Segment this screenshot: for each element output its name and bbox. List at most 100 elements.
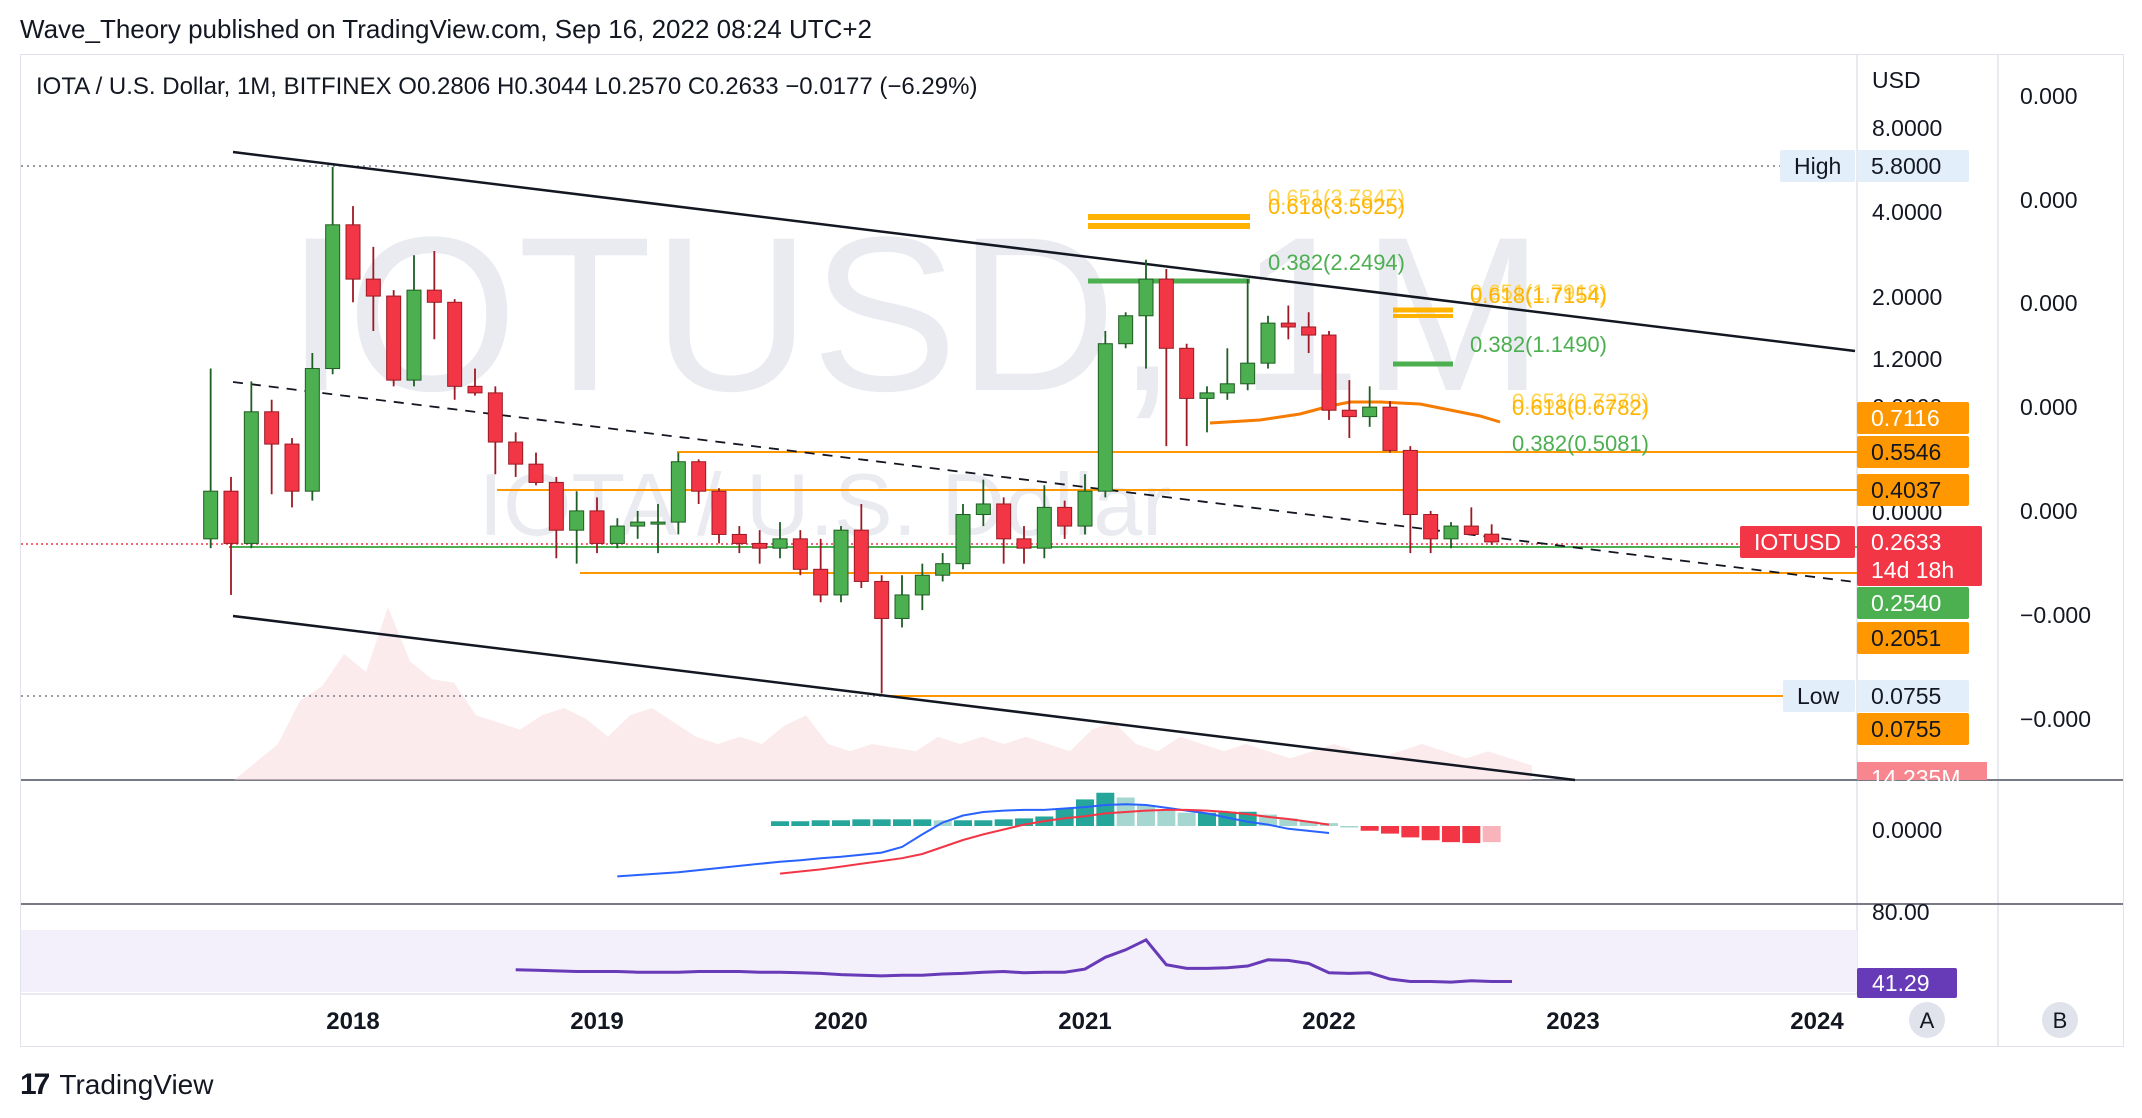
level-badge-bg — [1857, 622, 1969, 654]
volume-badge: 14.235M — [1871, 765, 1961, 791]
candle — [426, 251, 442, 340]
candle — [935, 553, 951, 582]
candle-body — [1057, 506, 1073, 527]
candle — [345, 206, 361, 303]
macd-histogram-bar — [771, 821, 789, 826]
footer[interactable]: 17 TradingView — [20, 1068, 213, 1102]
candle — [508, 432, 524, 477]
level-badge: 0.2540 — [1871, 590, 1941, 616]
fib-label-low-382: 0.382(0.5081) — [1512, 431, 1649, 456]
candle — [752, 530, 768, 564]
candle-body — [365, 278, 381, 297]
symbol-line: IOTA / U.S. Dollar, 1M, BITFINEX O0.2806… — [36, 73, 977, 100]
candle-body — [1036, 506, 1052, 549]
macd-axis-label: 0.0000 — [1872, 817, 1942, 843]
candle — [1057, 500, 1073, 539]
time-axis-label: 2024 — [1790, 1008, 1844, 1035]
candle — [467, 368, 483, 396]
level-badge: 0.4037 — [1871, 477, 1941, 503]
candle-body — [650, 521, 666, 525]
price-axis-label: 8.0000 — [1872, 115, 1942, 141]
ohlc-low: L0.2570 — [588, 73, 681, 100]
price-axis-currency: USD — [1872, 67, 1921, 93]
candle-body — [1016, 538, 1032, 549]
candle — [772, 522, 788, 559]
fib-label-upper-382: 0.382(2.2494) — [1268, 250, 1405, 275]
candle-body — [914, 574, 930, 596]
current-price-countdown: 14d 18h — [1871, 557, 1954, 583]
candle-body — [1463, 525, 1479, 535]
time-axis-label: 2019 — [570, 1008, 623, 1035]
candle — [1301, 312, 1317, 354]
candle — [264, 399, 280, 495]
macd-histogram-bar — [1482, 826, 1501, 843]
ohlc-change: −0.0177 (−6.29%) — [779, 73, 978, 100]
candle — [1402, 446, 1418, 554]
chart-frame[interactable] — [20, 54, 2124, 1047]
candle — [1443, 522, 1459, 549]
current-price-value: 0.2633 — [1871, 529, 1941, 555]
candle — [284, 438, 300, 508]
fib-label-low-651: 0.651(0.7278) — [1512, 389, 1649, 414]
secondary-axis-label: 0.000 — [2020, 498, 2078, 524]
candle-body — [670, 461, 686, 523]
candle-body — [1484, 533, 1500, 543]
moving-average-line — [1209, 400, 1501, 425]
candle — [1077, 474, 1093, 535]
channel-lower-trendline — [232, 614, 1576, 782]
candle — [609, 518, 625, 549]
candle — [650, 503, 666, 554]
fib-label-mid-382: 0.382(1.1490) — [1470, 332, 1607, 357]
candle-body — [1097, 343, 1113, 492]
auto-scale-label: A — [1920, 1008, 1935, 1033]
candle-body — [1301, 326, 1317, 336]
candle — [1158, 269, 1174, 447]
candle-body — [1219, 383, 1235, 394]
candle-body — [589, 510, 605, 544]
candle — [1240, 279, 1256, 391]
candle — [1036, 485, 1052, 559]
price-axis-label: 4.0000 — [1872, 199, 1942, 225]
candle — [1179, 343, 1195, 447]
level-badge-bg — [1857, 474, 1969, 506]
channel-mid-trendline — [232, 381, 1856, 583]
high-label-bg — [1780, 150, 1855, 182]
auto-scale-button[interactable] — [1909, 1002, 1945, 1038]
candle-body — [386, 295, 402, 381]
candle-body — [223, 490, 239, 544]
candle — [1423, 510, 1439, 554]
macd-histogram-bar — [852, 819, 871, 826]
candle-body — [1362, 406, 1378, 418]
time-axis-label: 2021 — [1058, 1008, 1111, 1035]
log-scale-button[interactable] — [2042, 1002, 2078, 1038]
candle-body — [1382, 406, 1398, 451]
candle — [914, 563, 930, 611]
candle — [1219, 348, 1235, 400]
candle-body — [731, 533, 747, 544]
fib-label-mid-618: 0.618(1.7154) — [1470, 283, 1607, 308]
candle-body — [772, 538, 788, 549]
log-scale-label: B — [2053, 1008, 2068, 1033]
macd-histogram-bar — [1462, 826, 1481, 844]
current-ticker-badge-bg — [1740, 526, 1855, 558]
price-axis-label: 1.2000 — [1872, 346, 1942, 372]
macd-histogram-bar — [1198, 812, 1216, 826]
candle — [223, 476, 239, 595]
candle — [548, 476, 564, 559]
candle — [589, 497, 605, 554]
candle — [1138, 259, 1154, 369]
macd-histogram-bar — [1259, 814, 1277, 826]
price-axis-label: 2.0000 — [1872, 284, 1942, 310]
candle-body — [975, 503, 991, 516]
macd-histogram-bar — [1340, 826, 1359, 828]
candle-body — [487, 392, 503, 443]
macd-histogram-bar — [893, 819, 911, 826]
candle — [1118, 312, 1134, 349]
candle-body — [345, 224, 361, 280]
candle — [1097, 330, 1113, 498]
candle — [1016, 526, 1032, 564]
candle-body — [935, 563, 951, 576]
channel-upper-trendline — [232, 150, 1856, 353]
candle — [203, 368, 219, 549]
